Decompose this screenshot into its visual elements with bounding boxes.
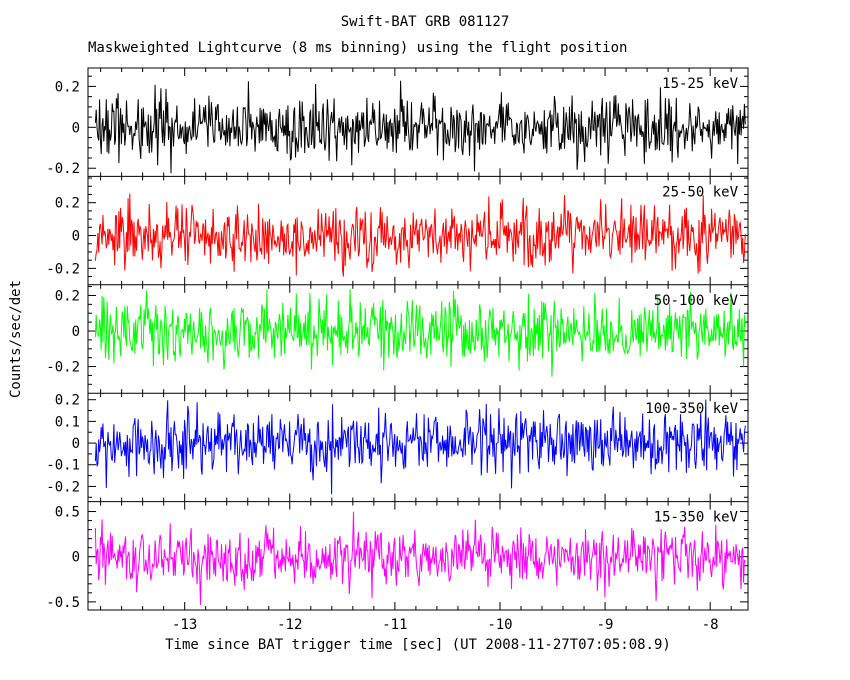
y-tick-label: 0.2 bbox=[55, 393, 80, 409]
x-tick-label: -11 bbox=[382, 617, 407, 633]
y-tick-label: -0.5 bbox=[46, 595, 80, 611]
y-tick-label: 0.2 bbox=[55, 288, 80, 304]
lightcurve-trace-25-50-kev bbox=[94, 193, 746, 277]
y-tick-label: 0.2 bbox=[55, 79, 80, 95]
band-label: 25-50 keV bbox=[662, 184, 738, 200]
page-title: Swift-BAT GRB 081127 bbox=[340, 14, 510, 30]
y-tick-label: -0.2 bbox=[46, 360, 80, 376]
y-tick-label: 0 bbox=[72, 550, 80, 566]
lightcurve-trace-50-100-kev bbox=[94, 288, 746, 377]
y-tick-label: 0.1 bbox=[55, 414, 80, 430]
figure-subtitle: Maskweighted Lightcurve (8 ms binning) u… bbox=[88, 40, 628, 56]
x-tick-label: -8 bbox=[702, 617, 719, 633]
y-axis-label: Counts/sec/det bbox=[8, 279, 24, 399]
lightcurve-trace-15-25-kev bbox=[94, 80, 746, 174]
x-tick-label: -13 bbox=[172, 617, 197, 633]
lightcurve-trace-100-350-kev bbox=[94, 399, 746, 495]
band-label: 100-350 keV bbox=[645, 401, 738, 417]
y-tick-label: 0 bbox=[72, 324, 80, 340]
y-tick-label: 0.2 bbox=[55, 196, 80, 212]
x-axis-label: Time since BAT trigger time [sec] (UT 20… bbox=[165, 637, 671, 653]
x-tick-label: -9 bbox=[597, 617, 614, 633]
y-tick-label: 0 bbox=[72, 436, 80, 452]
y-tick-label: -0.1 bbox=[46, 458, 80, 474]
band-label: 15-25 keV bbox=[662, 76, 738, 92]
lightcurve-trace-15-350-kev bbox=[94, 511, 746, 605]
y-tick-label: -0.2 bbox=[46, 261, 80, 277]
y-tick-label: -0.2 bbox=[46, 479, 80, 495]
y-tick-label: 0 bbox=[72, 229, 80, 245]
band-label: 50-100 keV bbox=[654, 293, 739, 309]
y-tick-label: -0.2 bbox=[46, 161, 80, 177]
x-tick-label: -10 bbox=[487, 617, 512, 633]
y-tick-label: 0.5 bbox=[55, 505, 80, 521]
y-tick-label: 0 bbox=[72, 120, 80, 136]
x-tick-label: -12 bbox=[277, 617, 302, 633]
axis-frame bbox=[87, 67, 749, 611]
band-label: 15-350 keV bbox=[654, 510, 739, 526]
